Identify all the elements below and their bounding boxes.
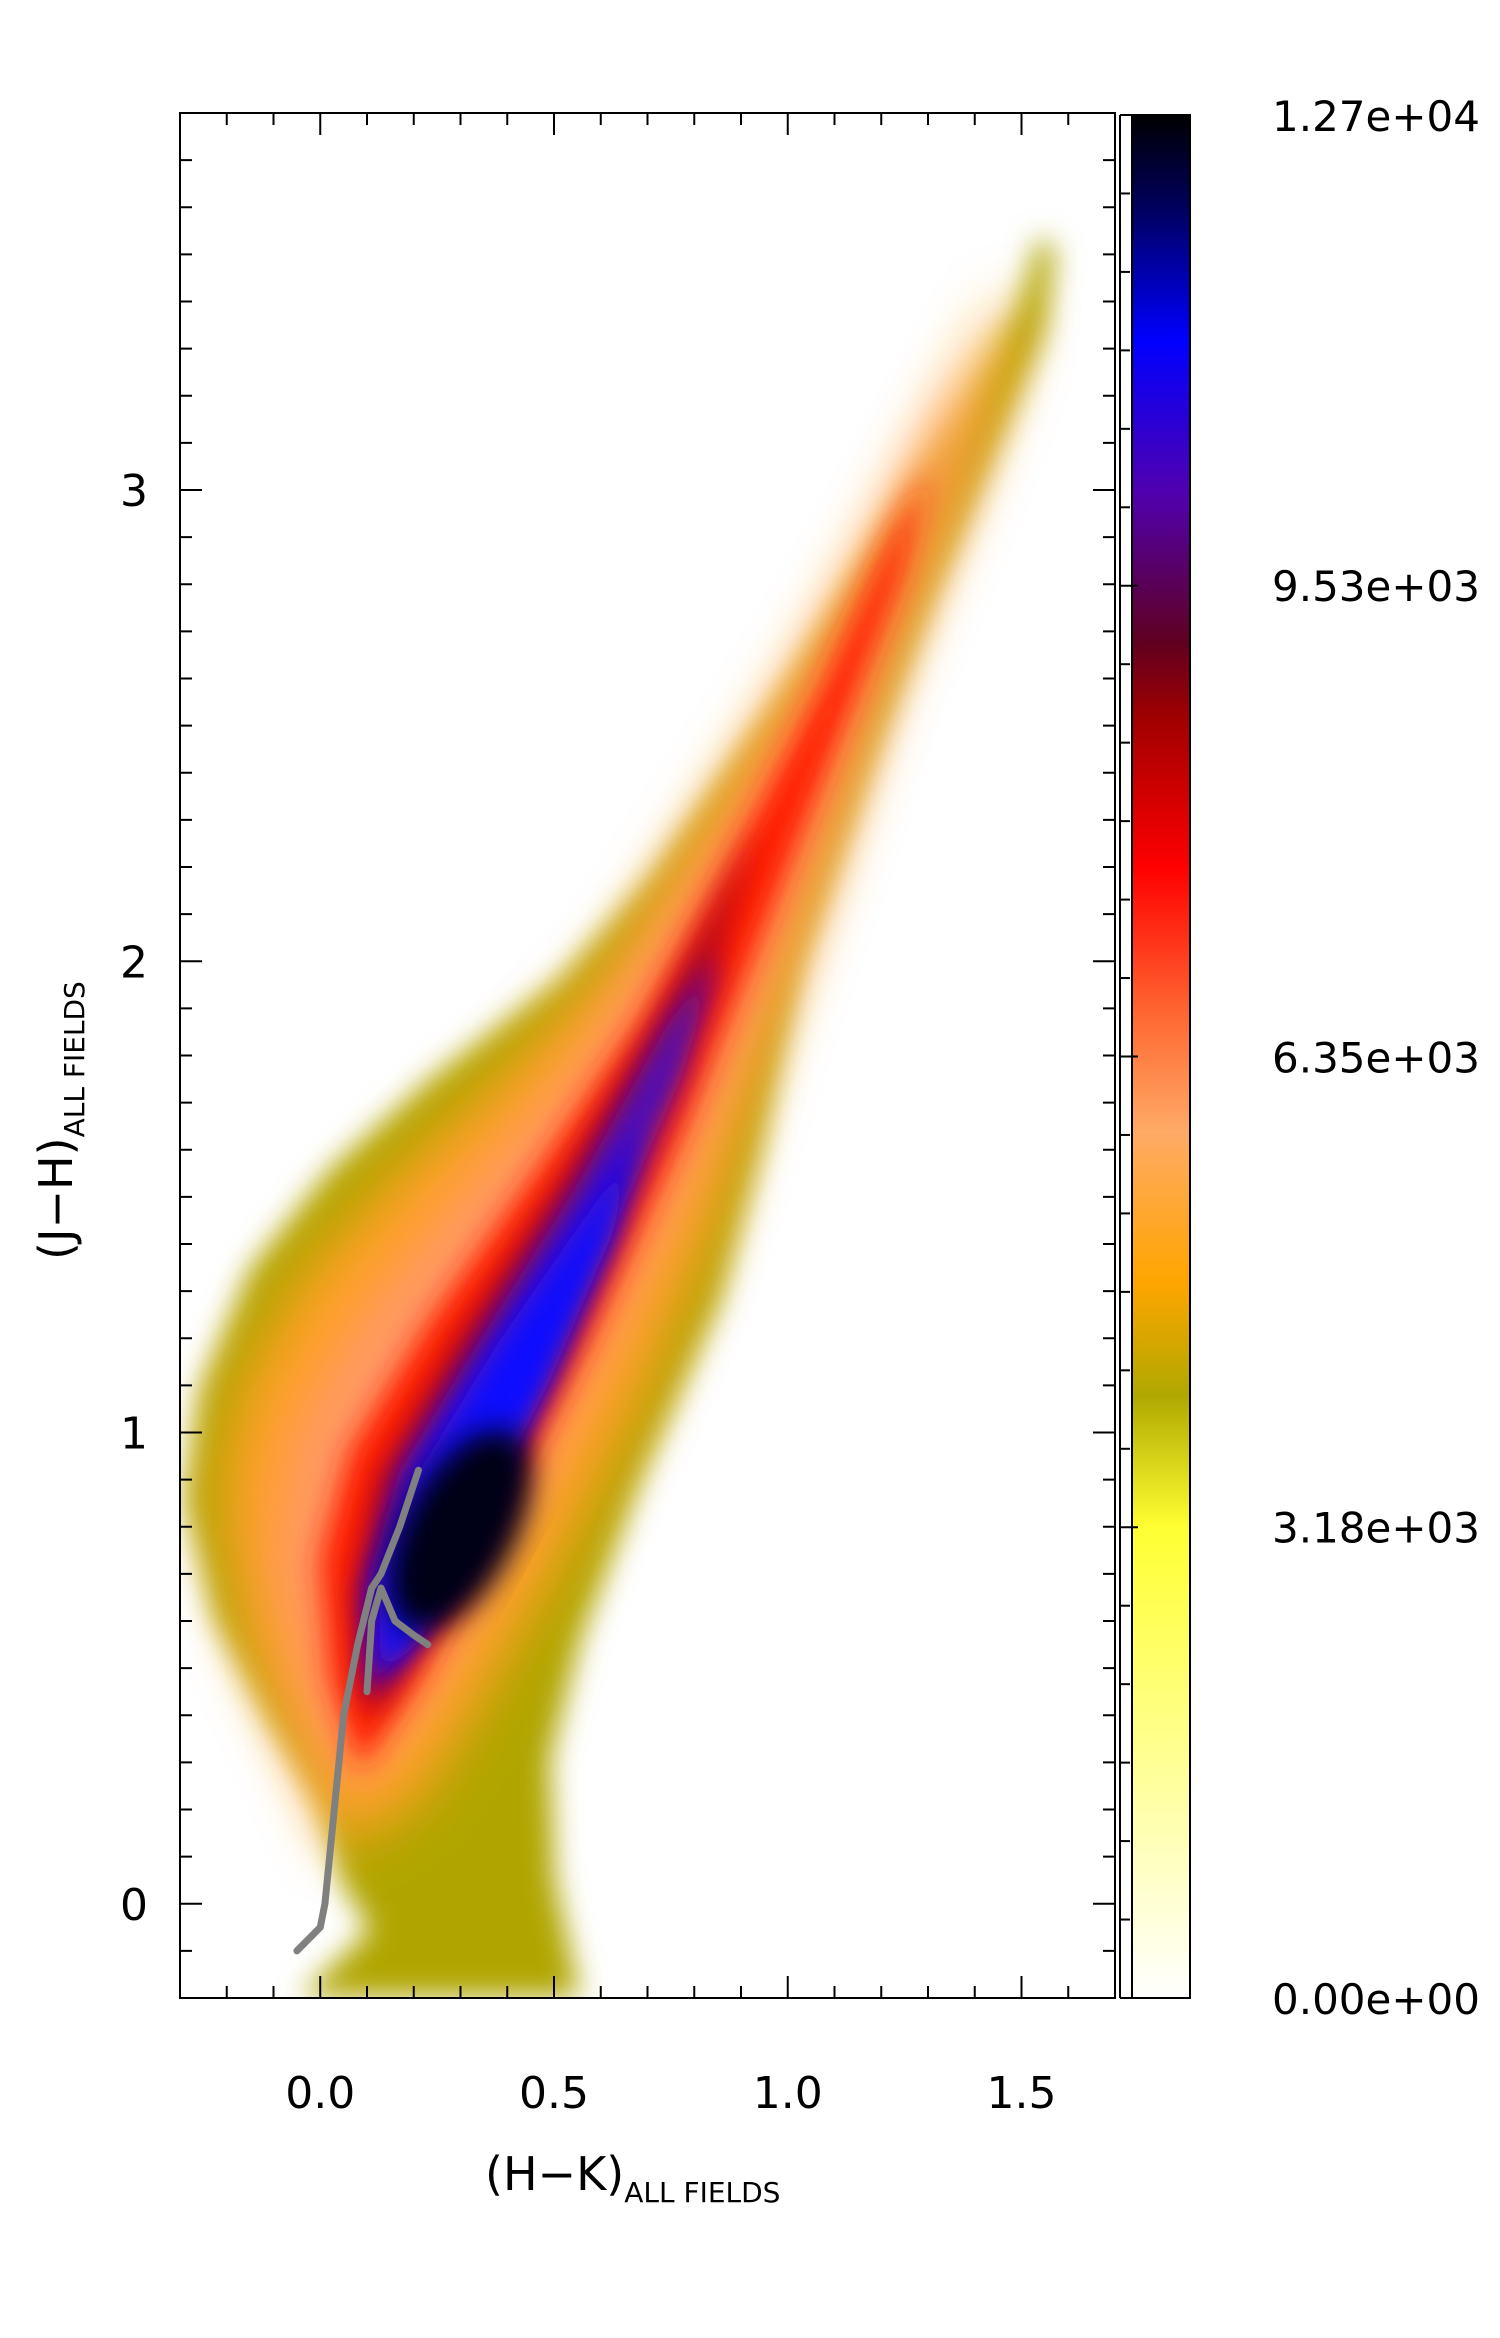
y-tick-label: 0 bbox=[120, 1880, 148, 1931]
colorbar-labels: 0.00e+00 3.18e+03 6.35e+03 9.53e+03 1.27e+04 bbox=[1272, 92, 1480, 2024]
y-tick-label: 2 bbox=[120, 937, 148, 988]
overlay-curve bbox=[363, 1584, 432, 1696]
colorbar-label: 9.53e+03 bbox=[1272, 562, 1480, 611]
colorbar-ticks bbox=[1119, 114, 1138, 1999]
y-tick-labels: 0 1 2 3 bbox=[120, 466, 148, 1931]
colorbar-label: 6.35e+03 bbox=[1272, 1034, 1480, 1083]
density-heatmap bbox=[185, 235, 1055, 1997]
x-tick-label: 1.5 bbox=[987, 2068, 1057, 2119]
colorbar-label: 0.00e+00 bbox=[1272, 1975, 1480, 2024]
y-tick-label: 3 bbox=[120, 466, 148, 517]
colorbar bbox=[1131, 114, 1191, 1999]
x-tick-labels: 0.0 0.5 1.0 1.5 bbox=[285, 2068, 1056, 2119]
y-tick-label: 1 bbox=[120, 1409, 148, 1460]
y-axis-label-main: (J−H) bbox=[29, 1137, 83, 1260]
plot-ticks bbox=[179, 112, 1116, 1999]
y-axis-label: (J−H)ALL FIELDS bbox=[29, 981, 91, 1260]
x-tick-label: 0.0 bbox=[285, 2068, 355, 2119]
x-axis-label: (H−K)ALL FIELDS bbox=[485, 2147, 780, 2209]
x-tick-label: 0.5 bbox=[519, 2068, 589, 2119]
colorbar-label: 1.27e+04 bbox=[1272, 92, 1480, 141]
x-tick-label: 1.0 bbox=[753, 2068, 823, 2119]
x-axis-label-subscript: ALL FIELDS bbox=[624, 2176, 780, 2209]
density-peak bbox=[389, 1429, 531, 1631]
overlay-curves bbox=[293, 1466, 432, 1955]
overlay-curve bbox=[293, 1466, 422, 1955]
y-axis-label-subscript: ALL FIELDS bbox=[58, 981, 91, 1137]
colorbar-label: 3.18e+03 bbox=[1272, 1504, 1480, 1553]
x-axis-label-main: (H−K) bbox=[485, 2147, 624, 2201]
